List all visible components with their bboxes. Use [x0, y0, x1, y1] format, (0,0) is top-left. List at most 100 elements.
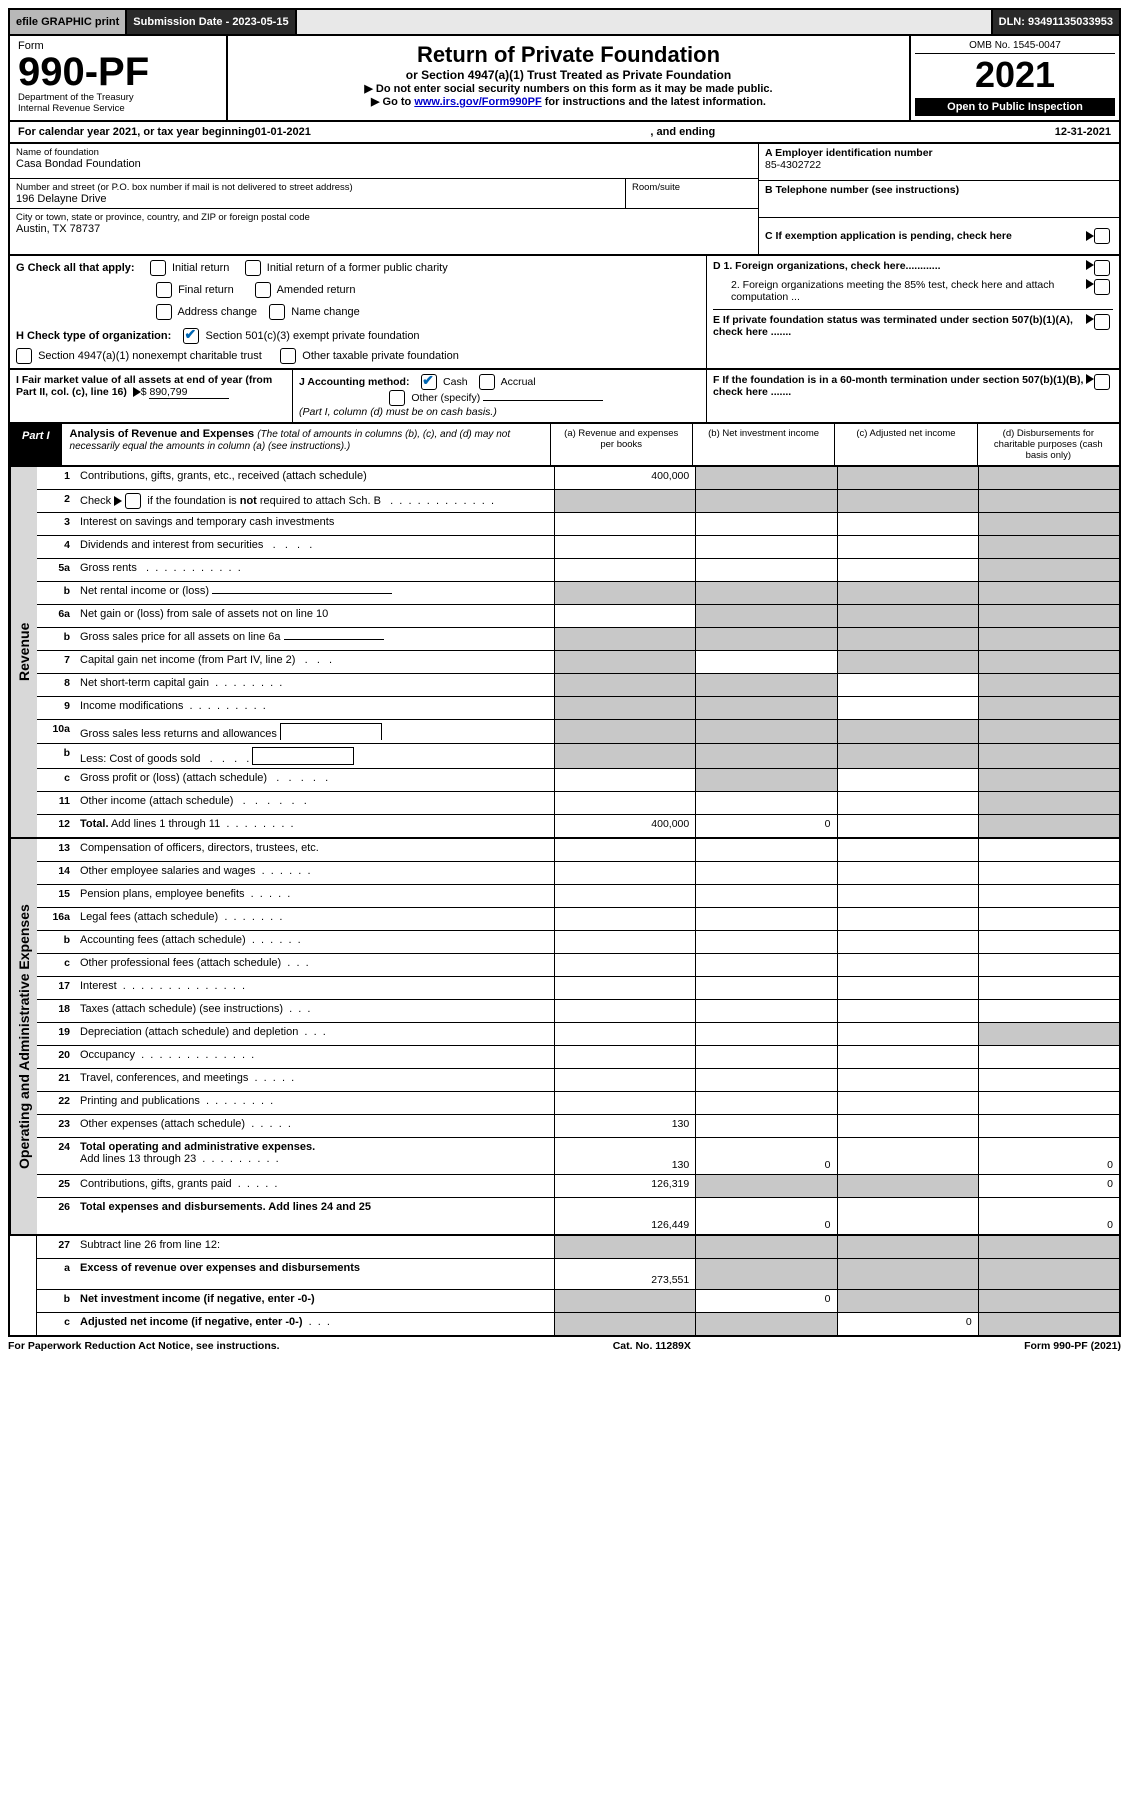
irs-link[interactable]: www.irs.gov/Form990PF [414, 96, 541, 108]
j-cash-checkbox[interactable] [421, 374, 437, 390]
row-3: Interest on savings and temporary cash i… [76, 513, 554, 535]
row-19: Depreciation (attach schedule) and deple… [76, 1023, 554, 1045]
col-b-header: (b) Net investment income [692, 424, 834, 465]
c-checkbox[interactable] [1094, 228, 1110, 244]
g-opt-3: Amended return [277, 284, 356, 296]
d2-checkbox[interactable] [1094, 279, 1110, 295]
phone-label: B Telephone number (see instructions) [765, 184, 1113, 196]
r24-b: 0 [695, 1138, 836, 1174]
h-opt3: Other taxable private foundation [302, 350, 459, 362]
f-label: F If the foundation is in a 60-month ter… [713, 374, 1083, 398]
c-label: C If exemption application is pending, c… [765, 230, 1086, 242]
e-label: E If private foundation status was termi… [713, 314, 1073, 338]
row-10a: Gross sales less returns and allowances [76, 720, 554, 743]
part1-label: Part I [10, 424, 62, 465]
city-label: City or town, state or province, country… [16, 212, 752, 223]
g-final-checkbox[interactable] [156, 282, 172, 298]
ein-label: A Employer identification number [765, 147, 1113, 159]
row-11: Other income (attach schedule) . . . . .… [76, 792, 554, 814]
r27a-a: 273,551 [554, 1259, 695, 1289]
g-name-checkbox[interactable] [269, 304, 285, 320]
d1-label: D 1. Foreign organizations, check here..… [713, 260, 941, 272]
row-4: Dividends and interest from securities .… [76, 536, 554, 558]
j-other: Other (specify) [411, 392, 480, 404]
r12-a: 400,000 [554, 815, 695, 837]
footer-left: For Paperwork Reduction Act Notice, see … [8, 1340, 280, 1352]
part1-title: Analysis of Revenue and Expenses [70, 428, 255, 440]
j-other-checkbox[interactable] [389, 390, 405, 406]
row-6b: Gross sales price for all assets on line… [76, 628, 554, 650]
entity-info: Name of foundation Casa Bondad Foundatio… [8, 144, 1121, 256]
row-27: Subtract line 26 from line 12: [76, 1236, 554, 1258]
city-state-zip: Austin, TX 78737 [16, 223, 752, 235]
top-spacer [297, 10, 993, 34]
expenses-side-label: Operating and Administrative Expenses [10, 839, 37, 1234]
street-address: 196 Delayne Drive [16, 193, 619, 205]
r25-a: 126,319 [554, 1175, 695, 1197]
dln-label: DLN: 93491135033953 [993, 10, 1119, 34]
g-amended-checkbox[interactable] [255, 282, 271, 298]
h-other-checkbox[interactable] [280, 348, 296, 364]
h-501c3-checkbox[interactable] [183, 328, 199, 344]
j-cash: Cash [443, 376, 468, 388]
row-5a: Gross rents . . . . . . . . . . . [76, 559, 554, 581]
d2-label: 2. Foreign organizations meeting the 85%… [713, 279, 1086, 303]
i-label: I Fair market value of all assets at end… [16, 374, 272, 398]
ein-value: 85-4302722 [765, 159, 1113, 171]
row-7: Capital gain net income (from Part IV, l… [76, 651, 554, 673]
row-25: Contributions, gifts, grants paid . . . … [76, 1175, 554, 1197]
row-8: Net short-term capital gain . . . . . . … [76, 674, 554, 696]
d1-checkbox[interactable] [1094, 260, 1110, 276]
form-subtitle: or Section 4947(a)(1) Trust Treated as P… [234, 68, 903, 82]
row-18: Taxes (attach schedule) (see instruction… [76, 1000, 554, 1022]
efile-label: efile GRAPHIC print [10, 10, 127, 34]
g-initial-former-checkbox[interactable] [245, 260, 261, 276]
r25-d: 0 [978, 1175, 1119, 1197]
r27b-b: 0 [695, 1290, 836, 1312]
row-26: Total expenses and disbursements. Add li… [76, 1198, 554, 1234]
r26-d: 0 [978, 1198, 1119, 1234]
section-i-j-f: I Fair market value of all assets at end… [8, 370, 1121, 424]
f-checkbox[interactable] [1094, 374, 1110, 390]
r1-a: 400,000 [554, 467, 695, 489]
submission-date: Submission Date - 2023-05-15 [127, 10, 296, 34]
row-14: Other employee salaries and wages . . . … [76, 862, 554, 884]
irs-label: Internal Revenue Service [18, 103, 218, 114]
form-number: 990-PF [18, 52, 218, 92]
note2-pre: ▶ Go to [371, 96, 414, 108]
room-label: Room/suite [632, 182, 752, 193]
g-opt-4: Address change [177, 306, 257, 318]
row-12: Total. Add lines 1 through 11 . . . . . … [76, 815, 554, 837]
revenue-table: Revenue 1Contributions, gifts, grants, e… [8, 467, 1121, 839]
arrow-icon [1086, 314, 1094, 324]
g-opt-0: Initial return [172, 262, 229, 274]
footer-mid: Cat. No. 11289X [613, 1340, 691, 1352]
form-title: Return of Private Foundation [234, 42, 903, 68]
r26-b: 0 [695, 1198, 836, 1234]
omb-number: OMB No. 1545-0047 [915, 40, 1115, 54]
row-13: Compensation of officers, directors, tru… [76, 839, 554, 861]
g-address-checkbox[interactable] [156, 304, 172, 320]
form-note1: ▶ Do not enter social security numbers o… [234, 82, 903, 95]
top-bar: efile GRAPHIC print Submission Date - 20… [8, 8, 1121, 36]
g-opt-2: Final return [178, 284, 234, 296]
row-16a: Legal fees (attach schedule) . . . . . .… [76, 908, 554, 930]
row-27c: Adjusted net income (if negative, enter … [76, 1313, 554, 1335]
row-17: Interest . . . . . . . . . . . . . . [76, 977, 554, 999]
j-accrual: Accrual [501, 376, 536, 388]
row-24: Total operating and administrative expen… [76, 1138, 554, 1174]
arrow-icon [133, 387, 141, 397]
j-accrual-checkbox[interactable] [479, 374, 495, 390]
e-checkbox[interactable] [1094, 314, 1110, 330]
row-27a: Excess of revenue over expenses and disb… [76, 1259, 554, 1289]
g-opt-1: Initial return of a former public charit… [267, 262, 448, 274]
h-4947-checkbox[interactable] [16, 348, 32, 364]
revenue-side-label: Revenue [10, 467, 37, 837]
form-header: Form 990-PF Department of the Treasury I… [8, 36, 1121, 122]
row-27b: Net investment income (if negative, ente… [76, 1290, 554, 1312]
g-initial-return-checkbox[interactable] [150, 260, 166, 276]
col-d-header: (d) Disbursements for charitable purpose… [977, 424, 1119, 465]
row-10b: Less: Cost of goods sold . . . . [76, 744, 554, 768]
r24-d: 0 [978, 1138, 1119, 1174]
h-label: H Check type of organization: [16, 330, 171, 342]
